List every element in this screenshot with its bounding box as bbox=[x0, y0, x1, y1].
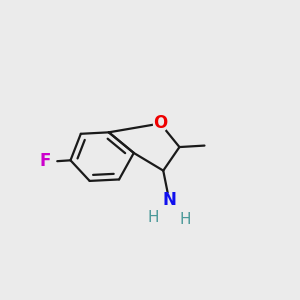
Text: O: O bbox=[153, 115, 167, 133]
Text: H: H bbox=[147, 210, 159, 225]
Text: H: H bbox=[180, 212, 191, 227]
Text: N: N bbox=[162, 191, 176, 209]
Text: F: F bbox=[40, 152, 51, 170]
